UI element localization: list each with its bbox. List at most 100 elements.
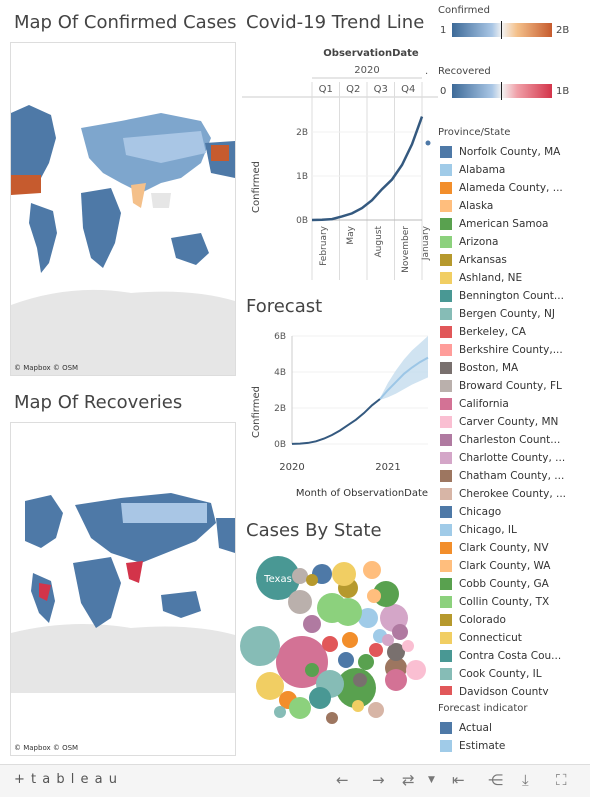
legend-province-item[interactable]: Boston, MA bbox=[440, 359, 518, 377]
state-bubble[interactable] bbox=[402, 640, 414, 652]
legend-province-item[interactable]: Norfolk County, MA bbox=[440, 143, 560, 161]
legend-province-item[interactable]: California bbox=[440, 395, 509, 413]
legend-province-item[interactable]: Charleston Count... bbox=[440, 431, 560, 449]
state-bubble[interactable] bbox=[256, 672, 284, 700]
legend-province-item[interactable]: Clark County, NV bbox=[440, 539, 549, 557]
state-bubble[interactable] bbox=[358, 608, 378, 628]
australia-region[interactable] bbox=[161, 591, 201, 618]
legend-province-item[interactable]: Contra Costa Cou... bbox=[440, 647, 561, 665]
legend-province-item[interactable]: Charlotte County, ... bbox=[440, 449, 565, 467]
state-bubble[interactable] bbox=[292, 568, 308, 584]
fullscreen-icon[interactable]: ⛶ bbox=[556, 771, 567, 789]
legend-province-list[interactable]: Norfolk County, MA Alabama Alameda County,… bbox=[440, 143, 588, 695]
revert-icon[interactable]: ⇄ bbox=[402, 771, 415, 789]
legend-forecast-item[interactable]: Estimate bbox=[440, 737, 505, 755]
trend-point[interactable] bbox=[425, 140, 431, 146]
state-bubble[interactable] bbox=[382, 634, 394, 646]
forecast-confidence-band[interactable] bbox=[380, 336, 428, 400]
legend-province-item[interactable]: Clark County, WA bbox=[440, 557, 550, 575]
usa-region[interactable] bbox=[11, 175, 41, 195]
state-bubble[interactable] bbox=[322, 636, 338, 652]
map-confirmed-svg[interactable] bbox=[11, 43, 235, 375]
legend-province-item[interactable]: Arkansas bbox=[440, 251, 507, 269]
russia-region[interactable] bbox=[121, 503, 207, 523]
state-bubble[interactable] bbox=[369, 643, 383, 657]
africa-region[interactable] bbox=[81, 188, 121, 268]
state-bubble[interactable] bbox=[274, 706, 286, 718]
state-bubble[interactable] bbox=[358, 654, 374, 670]
trend-chart[interactable]: ObservationDate 2020 Q1 Q2 Q3 Q4 . Confirme… bbox=[242, 42, 438, 292]
brazil-region[interactable] bbox=[39, 583, 51, 601]
state-bubble[interactable] bbox=[326, 712, 338, 724]
legend-province-item[interactable]: Carver County, MN bbox=[440, 413, 558, 431]
undo-icon[interactable]: ← bbox=[336, 771, 349, 789]
usa-wrap-region[interactable] bbox=[211, 145, 229, 161]
map-recoveries[interactable]: © Mapbox © OSM bbox=[10, 422, 236, 756]
state-bubble[interactable] bbox=[305, 663, 319, 677]
state-bubble[interactable] bbox=[392, 624, 408, 640]
state-bubble[interactable] bbox=[240, 626, 280, 666]
state-bubble[interactable] bbox=[353, 673, 367, 687]
map-recoveries-svg[interactable] bbox=[11, 423, 235, 755]
africa-region[interactable] bbox=[73, 557, 121, 628]
state-bubble[interactable] bbox=[363, 561, 381, 579]
forecast-plot-area[interactable]: 6B 4B 2B 0B 2020 2021 bbox=[274, 332, 429, 473]
state-bubble[interactable] bbox=[332, 562, 356, 586]
state-bubble[interactable] bbox=[368, 702, 384, 718]
state-bubble[interactable] bbox=[352, 700, 364, 712]
legend-province-item[interactable]: Alaska bbox=[440, 197, 493, 215]
map-confirmed[interactable]: © Mapbox © OSM bbox=[10, 42, 236, 376]
state-bubble[interactable] bbox=[334, 598, 362, 626]
state-bubble[interactable] bbox=[303, 615, 321, 633]
legend-province-item[interactable]: Ashland, NE bbox=[440, 269, 522, 287]
legend-province-item[interactable]: Alabama bbox=[440, 161, 505, 179]
russia-region[interactable] bbox=[123, 131, 206, 163]
south-america-region[interactable] bbox=[29, 203, 57, 273]
legend-province-item[interactable]: Berkeley, CA bbox=[440, 323, 526, 341]
forecast-actual-line[interactable] bbox=[291, 398, 381, 445]
north-america-region[interactable] bbox=[25, 495, 63, 548]
state-bubble[interactable] bbox=[289, 697, 311, 719]
legend-forecast-item[interactable]: Actual bbox=[440, 719, 492, 737]
legend-province-item[interactable]: Colorado bbox=[440, 611, 506, 629]
tableau-logo[interactable]: + t a b l e a u bbox=[14, 772, 118, 787]
state-bubble[interactable] bbox=[256, 556, 300, 600]
china-region[interactable] bbox=[151, 193, 171, 208]
state-bubble[interactable] bbox=[306, 574, 318, 586]
legend-province-item[interactable]: Collin County, TX bbox=[440, 593, 549, 611]
trend-plot-area[interactable]: 2B 1B 0B February May August November January bbox=[296, 116, 431, 273]
legend-province-item[interactable]: Bennington Count... bbox=[440, 287, 564, 305]
state-bubble[interactable] bbox=[387, 643, 405, 661]
north-america-region[interactable] bbox=[11, 105, 56, 193]
india-region[interactable] bbox=[126, 561, 143, 583]
legend-province-item[interactable]: Arizona bbox=[440, 233, 498, 251]
state-bubble[interactable] bbox=[338, 652, 354, 668]
state-bubble[interactable] bbox=[309, 687, 331, 709]
legend-province-item[interactable]: Cook County, IL bbox=[440, 665, 542, 683]
trend-series-line[interactable] bbox=[311, 116, 424, 222]
state-bubble[interactable] bbox=[385, 669, 407, 691]
legend-forecast-list[interactable]: Actual Estimate bbox=[440, 719, 588, 759]
state-bubble[interactable] bbox=[342, 632, 358, 648]
legend-province-item[interactable]: Broward County, FL bbox=[440, 377, 562, 395]
americas-wrap-region[interactable] bbox=[216, 518, 235, 553]
dropdown-icon[interactable]: ▼ bbox=[428, 775, 435, 785]
state-bubble[interactable] bbox=[406, 660, 426, 680]
share-icon[interactable]: ⋲ bbox=[488, 771, 503, 789]
forecast-chart[interactable]: Confirmed 6B 4B 2B 0B 2020 2021 Month of Obse… bbox=[242, 322, 438, 502]
legend-province-item[interactable]: Cobb County, GA bbox=[440, 575, 549, 593]
legend-province-item[interactable]: Bergen County, NJ bbox=[440, 305, 555, 323]
reset-icon[interactable]: ⇤ bbox=[452, 771, 465, 789]
india-region[interactable] bbox=[131, 183, 146, 208]
legend-province-item[interactable]: Berkshire County,... bbox=[440, 341, 563, 359]
state-bubble[interactable] bbox=[373, 581, 399, 607]
state-bubble[interactable] bbox=[367, 589, 381, 603]
legend-province-item[interactable]: Connecticut bbox=[440, 629, 522, 647]
redo-icon[interactable]: → bbox=[372, 771, 385, 789]
download-icon[interactable]: ⤓ bbox=[522, 771, 529, 789]
legend-province-item[interactable]: American Samoa bbox=[440, 215, 549, 233]
forecast-estimate-line[interactable] bbox=[379, 356, 429, 400]
legend-province-item[interactable]: Chicago, IL bbox=[440, 521, 517, 539]
state-bubble[interactable] bbox=[288, 590, 312, 614]
legend-province-item[interactable]: Alameda County, ... bbox=[440, 179, 563, 197]
